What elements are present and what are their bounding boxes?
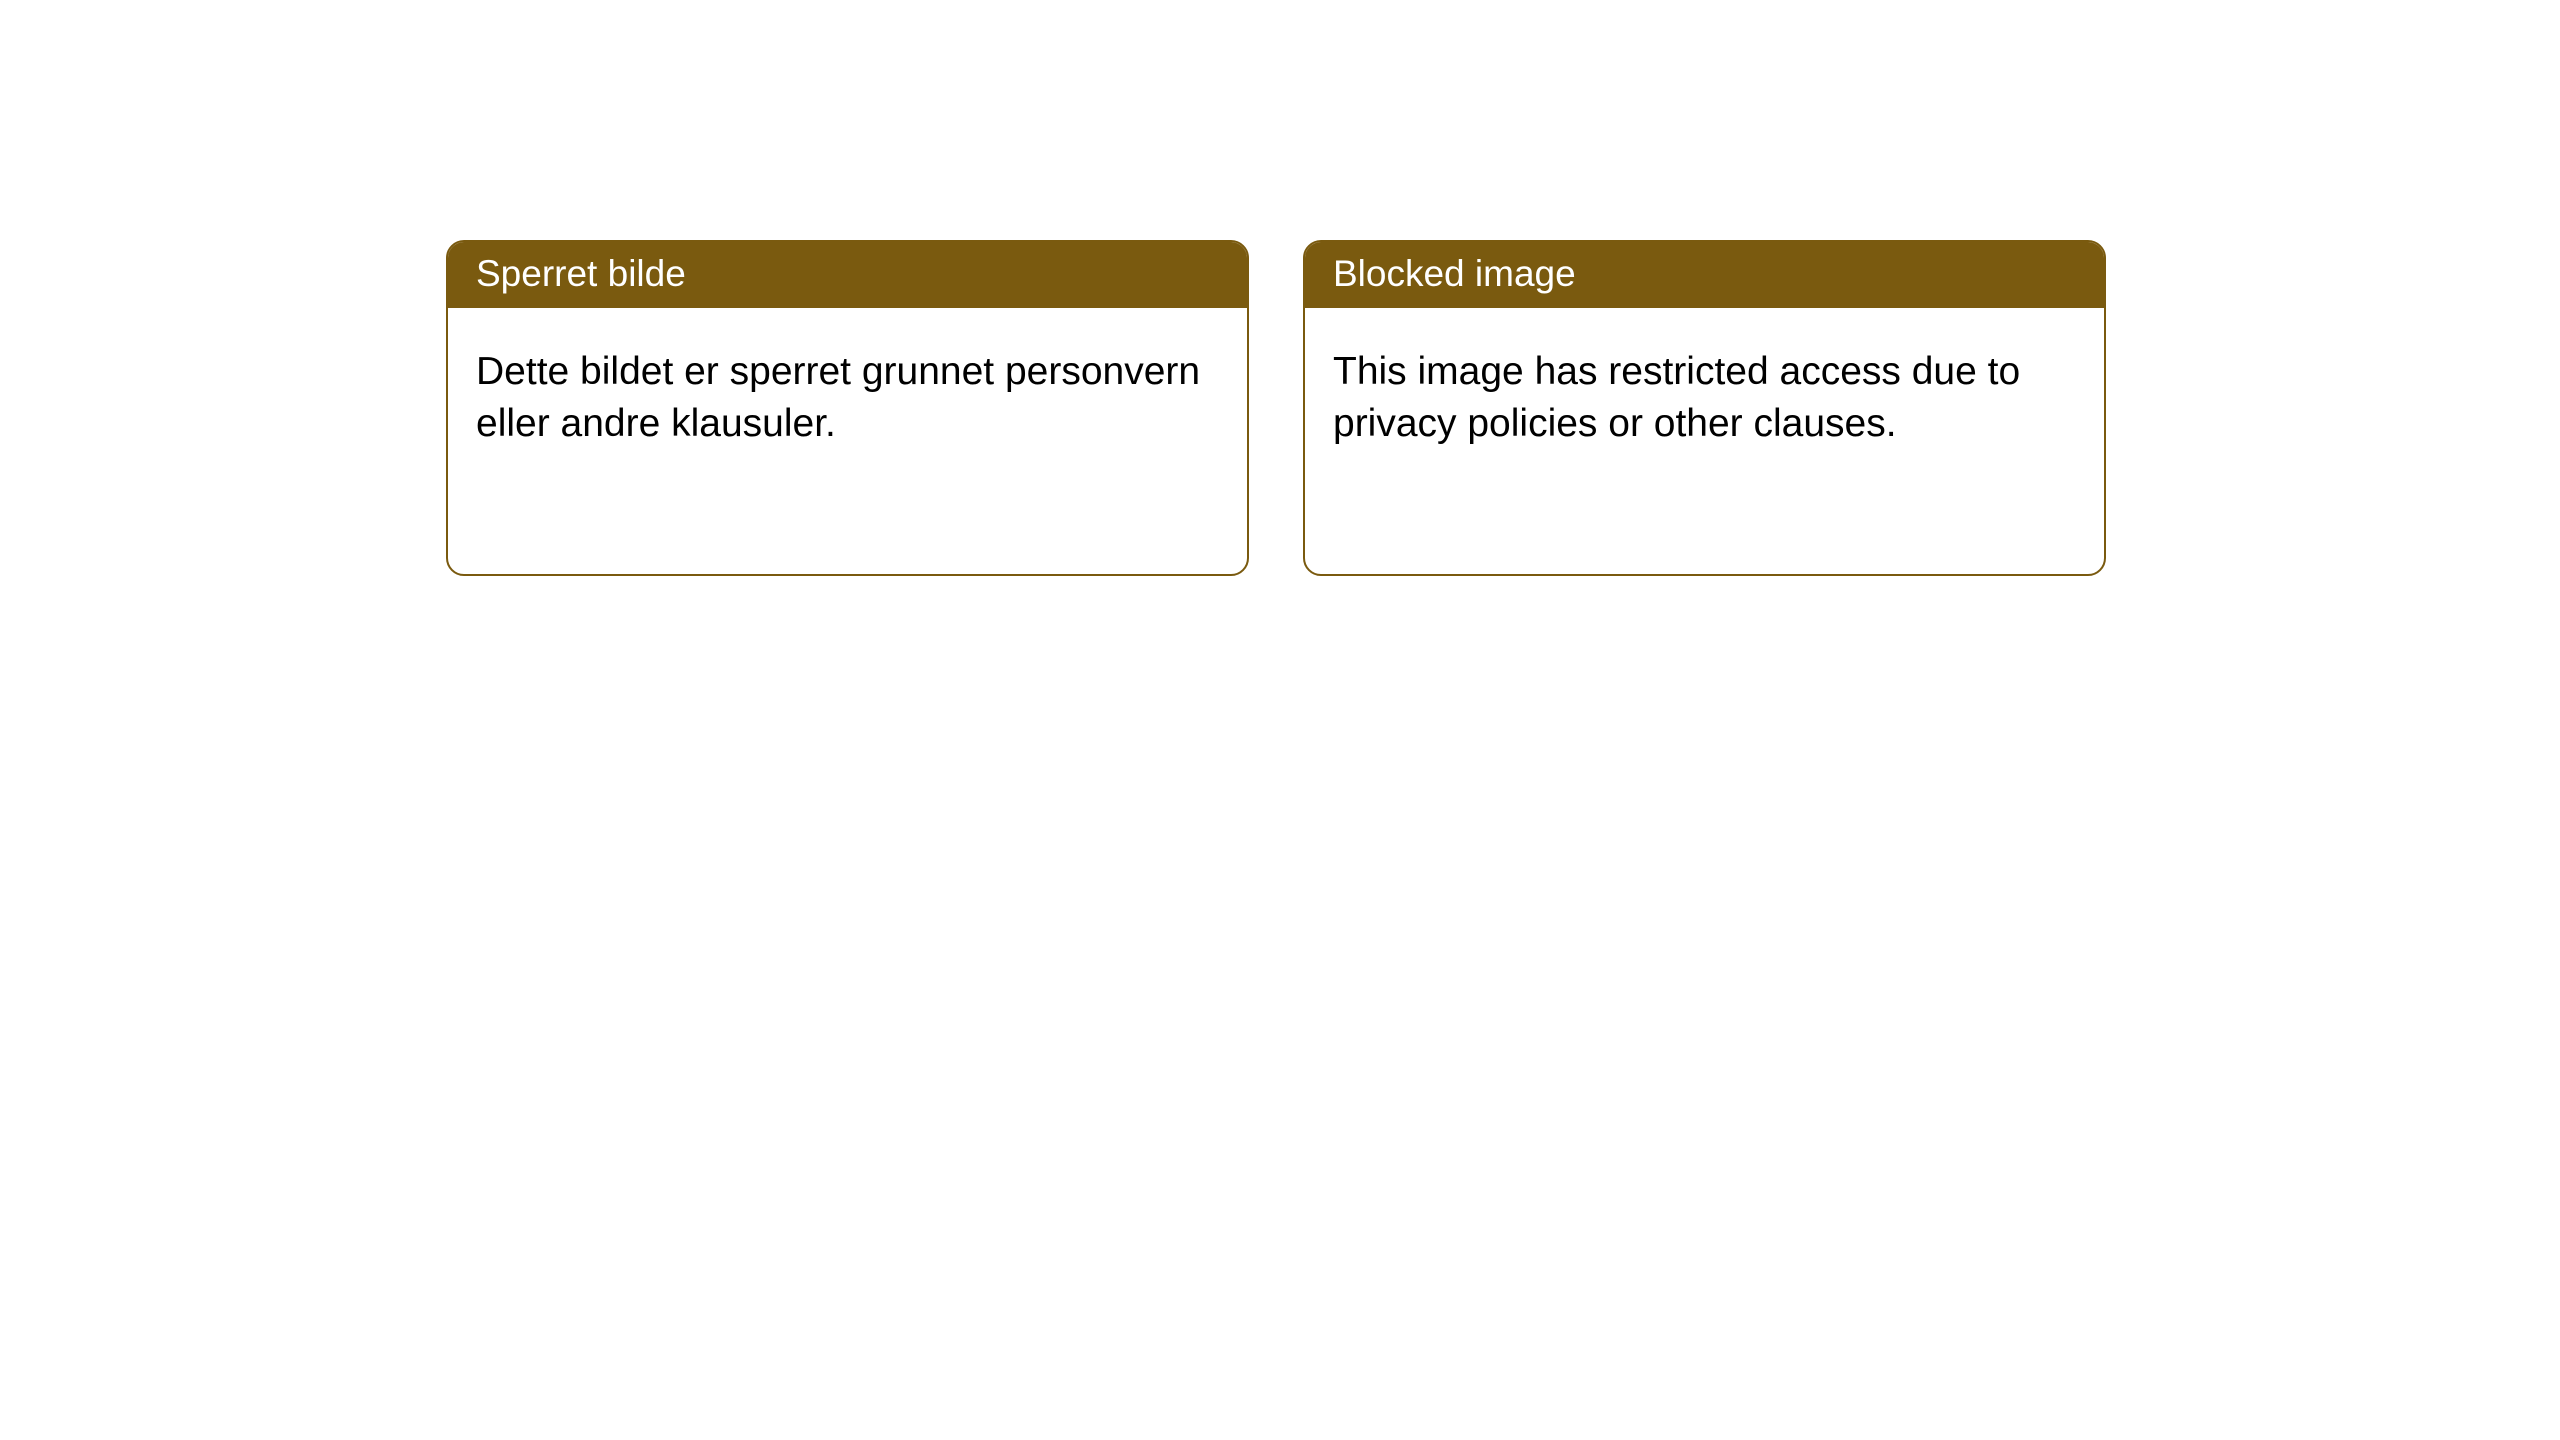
notice-container: Sperret bilde Dette bildet er sperret gr… <box>0 0 2560 576</box>
notice-card-norwegian: Sperret bilde Dette bildet er sperret gr… <box>446 240 1249 576</box>
notice-card-english: Blocked image This image has restricted … <box>1303 240 2106 576</box>
notice-body: Dette bildet er sperret grunnet personve… <box>448 308 1247 477</box>
notice-body: This image has restricted access due to … <box>1305 308 2104 477</box>
notice-header: Blocked image <box>1305 242 2104 308</box>
notice-header: Sperret bilde <box>448 242 1247 308</box>
